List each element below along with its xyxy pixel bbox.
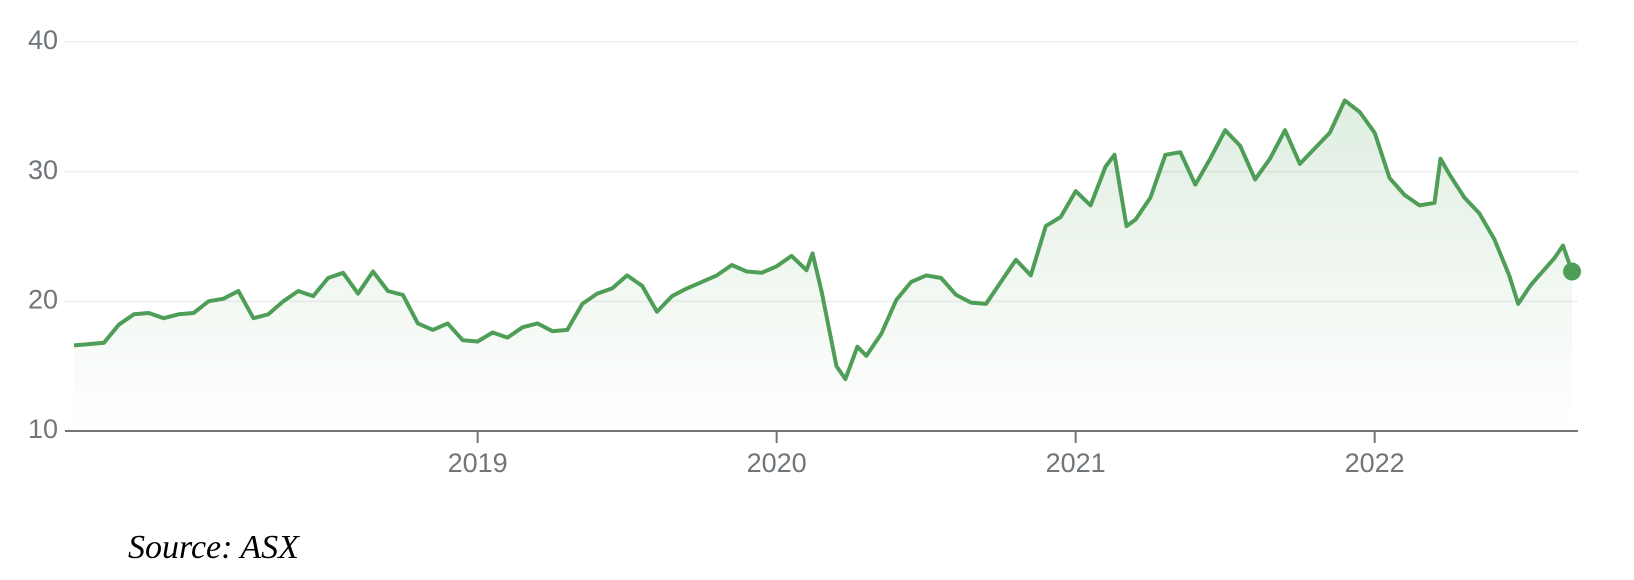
x-tick-label: 2021 bbox=[1046, 448, 1106, 478]
y-tick-label: 20 bbox=[28, 284, 58, 314]
area-fill bbox=[73, 100, 1573, 432]
source-note: Source: ASX bbox=[128, 529, 300, 566]
y-tick-label: 10 bbox=[28, 414, 58, 444]
last-point bbox=[1563, 262, 1582, 281]
price-line bbox=[73, 98, 1574, 382]
y-tick-label: 40 bbox=[28, 25, 58, 55]
y-tick-label: 30 bbox=[28, 155, 58, 185]
x-tick-label: 2019 bbox=[448, 448, 508, 478]
x-tick-label: 2020 bbox=[747, 448, 807, 478]
x-tick-label: 2022 bbox=[1345, 448, 1405, 478]
